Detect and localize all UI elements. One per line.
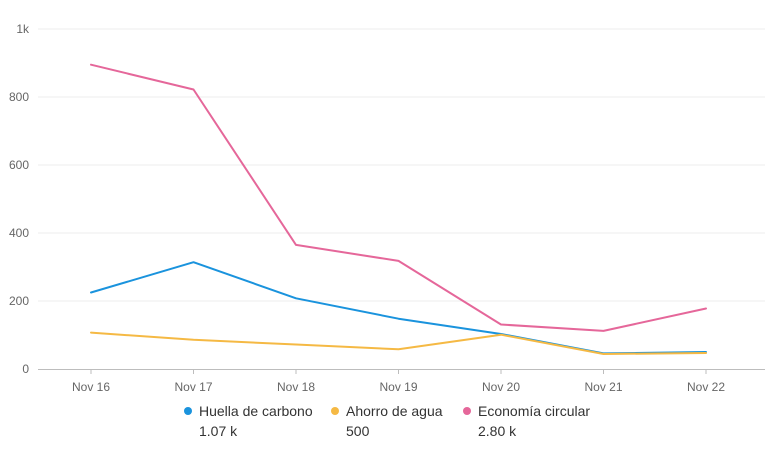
y-tick-label: 400	[9, 226, 29, 240]
x-tick-label: Nov 19	[379, 380, 417, 394]
y-tick-label: 1k	[16, 22, 30, 36]
y-tick-label: 800	[9, 90, 29, 104]
legend-item-economia-circular[interactable]: Economía circular 2.80 k	[463, 403, 590, 439]
y-tick-label: 200	[9, 294, 29, 308]
x-tick-label: Nov 20	[482, 380, 520, 394]
legend-marker-icon	[331, 407, 339, 415]
legend-total: 500	[346, 423, 370, 439]
legend-item-ahorro-de-agua[interactable]: Ahorro de agua 500	[331, 403, 443, 439]
x-tick-label: Nov 22	[687, 380, 725, 394]
chart-plot-area: 0 200 400 600 800 1k Nov 16 Nov 17 Nov 18 Nov 19 N…	[9, 22, 765, 394]
legend-label: Economía circular	[478, 403, 591, 419]
y-tick-label: 0	[22, 362, 29, 376]
legend-label: Huella de carbono	[199, 403, 313, 419]
legend-item-huella-de-carbono[interactable]: Huella de carbono 1.07 k	[184, 403, 313, 439]
x-tick-label: Nov 16	[72, 380, 110, 394]
series-line-econom-a-circular	[90, 63, 707, 332]
legend-label: Ahorro de agua	[346, 403, 443, 419]
legend-total: 2.80 k	[478, 423, 517, 439]
legend-marker-icon	[184, 407, 192, 415]
series-line-ahorro-de-agua	[90, 331, 707, 355]
x-tick-label: Nov 17	[174, 380, 212, 394]
x-tick-label: Nov 18	[277, 380, 315, 394]
legend-total: 1.07 k	[199, 423, 238, 439]
chart-legend: Huella de carbono 1.07 k Ahorro de agua …	[0, 403, 770, 443]
legend-marker-icon	[463, 407, 471, 415]
y-tick-label: 600	[9, 158, 29, 172]
x-tick-label: Nov 21	[584, 380, 622, 394]
